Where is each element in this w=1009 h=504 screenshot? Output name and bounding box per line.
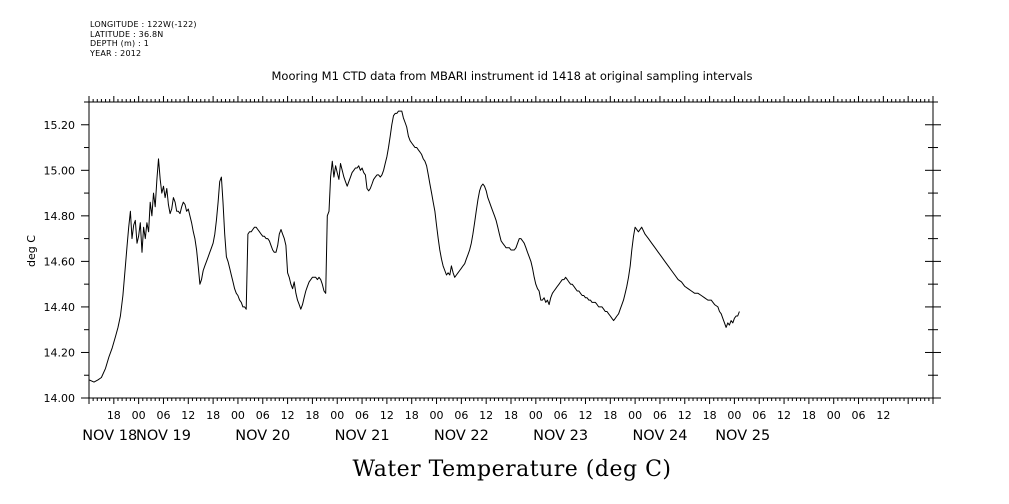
x-tick-label: 12 <box>578 409 592 422</box>
y-axis-label: deg C <box>25 235 38 267</box>
x-tick-label: 18 <box>305 409 319 422</box>
x-tick-label: 12 <box>281 409 295 422</box>
x-tick-label: 06 <box>256 409 270 422</box>
x-tick-label: 18 <box>206 409 220 422</box>
depth-text: DEPTH (m) : 1 <box>90 39 149 48</box>
x-tick-label: 18 <box>405 409 419 422</box>
axis-ticks <box>81 96 941 404</box>
x-tick-label: 12 <box>380 409 394 422</box>
y-tick-label: 15.00 <box>44 164 76 177</box>
x-tick-label: 18 <box>603 409 617 422</box>
x-tick-label: 06 <box>852 409 866 422</box>
year-text: YEAR : 2012 <box>90 48 142 58</box>
x-day-label: NOV 25 <box>715 428 770 444</box>
x-tick-label: 00 <box>231 409 245 422</box>
x-tick-label: 00 <box>628 409 642 422</box>
x-axis-label: Water Temperature (deg C) <box>353 457 672 482</box>
x-tick-label: 12 <box>479 409 493 422</box>
x-day-label: NOV 18 <box>82 428 137 444</box>
x-day-label: NOV 20 <box>235 428 290 444</box>
x-tick-label: 18 <box>107 409 121 422</box>
x-day-label: NOV 19 <box>136 428 191 444</box>
x-day-label: NOV 22 <box>434 428 489 444</box>
y-tick-label: 14.60 <box>44 255 76 268</box>
x-day-label: NOV 23 <box>533 428 588 444</box>
latitude-text: LATITUDE : 36.8N <box>90 29 164 39</box>
y-tick-label: 14.40 <box>44 301 76 314</box>
x-tick-label: 18 <box>504 409 518 422</box>
x-tick-label: 06 <box>454 409 468 422</box>
x-tick-label: 06 <box>355 409 369 422</box>
x-tick-label: 12 <box>876 409 890 422</box>
metadata-block: LONGITUDE : 122W(-122) LATITUDE : 36.8N … <box>90 20 197 58</box>
x-tick-label: 06 <box>752 409 766 422</box>
x-tick-label: 06 <box>653 409 667 422</box>
x-tick-label: 12 <box>777 409 791 422</box>
x-tick-label: 18 <box>703 409 717 422</box>
x-tick-label: 06 <box>554 409 568 422</box>
x-tick-label: 12 <box>678 409 692 422</box>
x-tick-label: 00 <box>529 409 543 422</box>
y-tick-labels: 14.00 14.20 14.40 14.60 14.80 15.00 15.20 <box>44 119 76 405</box>
y-tick-label: 14.80 <box>44 210 76 223</box>
x-tick-label: 00 <box>330 409 344 422</box>
x-tick-label: 00 <box>827 409 841 422</box>
x-tick-label: 00 <box>727 409 741 422</box>
x-day-label: NOV 24 <box>632 428 687 444</box>
x-tick-label: 06 <box>156 409 170 422</box>
x-tick-label: 00 <box>430 409 444 422</box>
x-tick-label: 18 <box>802 409 816 422</box>
temperature-series-line <box>88 110 740 383</box>
y-tick-label: 14.00 <box>44 392 76 405</box>
x-tick-label: 00 <box>132 409 146 422</box>
x-day-label: NOV 21 <box>335 428 390 444</box>
y-tick-label: 14.20 <box>44 346 76 359</box>
y-tick-label: 15.20 <box>44 119 76 132</box>
chart-title: Mooring M1 CTD data from MBARI instrumen… <box>272 69 753 83</box>
x-tick-labels: 18 00 06 12 18 00 06 12 18 00 06 12 18 00 06 12 18 00 06 12… <box>107 409 891 422</box>
longitude-text: LONGITUDE : 122W(-122) <box>90 20 197 29</box>
x-tick-label: 12 <box>181 409 195 422</box>
